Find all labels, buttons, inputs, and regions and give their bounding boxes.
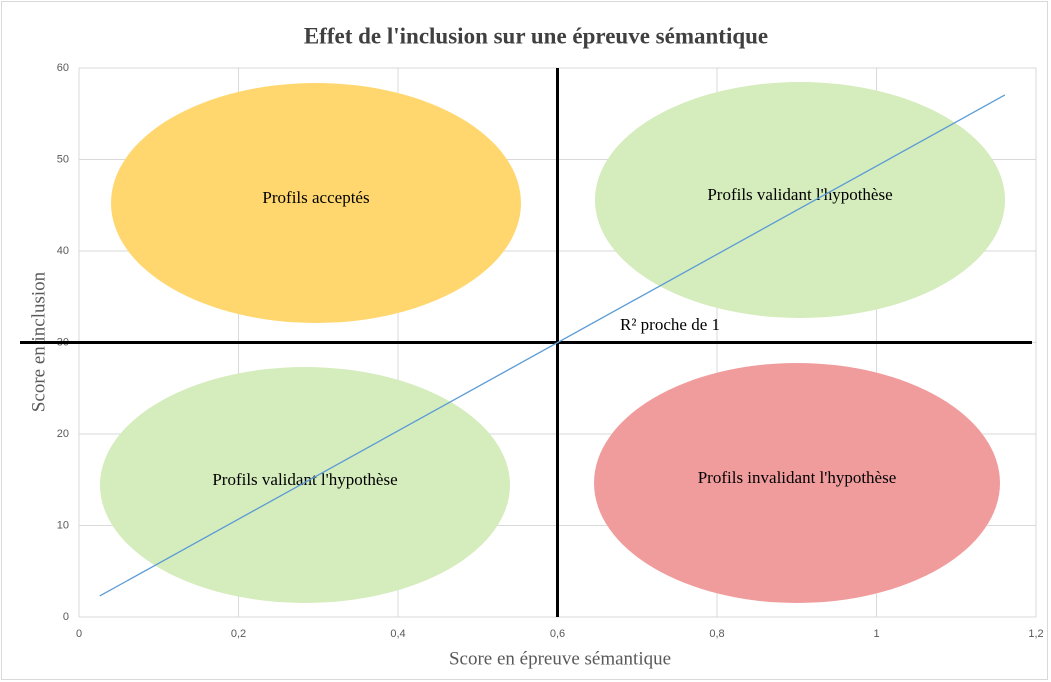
x-tick-label: 1,2 xyxy=(1028,628,1043,640)
annotation: R² proche de 1 xyxy=(620,315,720,334)
trend-line xyxy=(99,94,1006,597)
x-tick-label: 0 xyxy=(76,628,82,640)
x-tick-label: 1 xyxy=(873,628,879,640)
quadrant-label: Profils validant l'hypothèse xyxy=(212,470,397,489)
quadrant-ellipse xyxy=(594,363,1000,603)
x-tick-label: 0,2 xyxy=(231,628,246,640)
x-tick-label: 0,6 xyxy=(550,628,565,640)
y-tick-label: 40 xyxy=(57,245,69,257)
chart-title: Effet de l'inclusion sur une épreuve sém… xyxy=(304,23,768,48)
quadrant-label: Profils invalidant l'hypothèse xyxy=(698,468,897,487)
quadrant-ellipse xyxy=(595,82,1005,318)
quadrant-label: Profils acceptés xyxy=(262,188,369,207)
x-tick-label: 0,4 xyxy=(390,628,405,640)
quadrant-ellipse xyxy=(111,83,521,323)
y-tick-label: 60 xyxy=(57,62,69,74)
y-tick-label: 0 xyxy=(63,611,69,623)
quadrant-label: Profils validant l'hypothèse xyxy=(707,185,892,204)
x-tick-label: 0,8 xyxy=(709,628,724,640)
y-tick-label: 50 xyxy=(57,153,69,165)
y-tick-label: 10 xyxy=(57,519,69,531)
y-tick-label: 20 xyxy=(57,428,69,440)
x-axis-label: Score en épreuve sémantique xyxy=(449,648,671,669)
